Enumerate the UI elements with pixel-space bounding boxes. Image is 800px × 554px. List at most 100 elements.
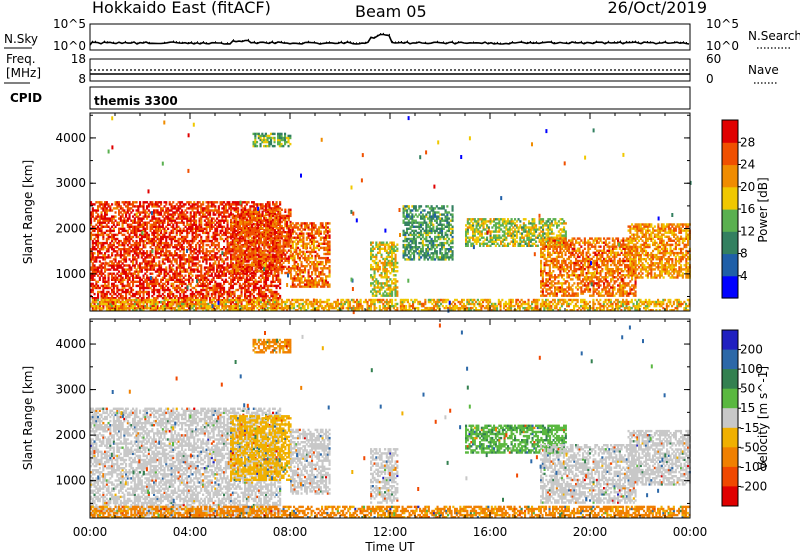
data-cell (294, 237, 296, 239)
data-cell (374, 280, 376, 282)
data-cell (227, 262, 229, 264)
data-cell (179, 277, 181, 279)
data-cell (160, 295, 162, 297)
data-cell (209, 262, 211, 264)
data-cell (139, 213, 141, 215)
data-cell (193, 240, 195, 242)
data-cell (122, 207, 124, 209)
data-cell (108, 277, 110, 279)
data-cell (311, 261, 313, 263)
data-cell (125, 230, 127, 232)
data-cell (274, 145, 276, 147)
data-cell (153, 256, 155, 258)
data-cell (206, 215, 208, 217)
data-cell (270, 141, 272, 143)
data-cell (322, 261, 324, 263)
data-cell (160, 213, 162, 215)
data-cell (313, 243, 315, 245)
data-cell (139, 277, 141, 279)
data-cell (377, 280, 379, 282)
data-cell (108, 254, 110, 256)
data-cell (139, 238, 141, 240)
data-cell (104, 246, 106, 248)
data-cell (97, 226, 99, 228)
data-cell (197, 201, 199, 203)
data-cell (220, 201, 222, 203)
data-cell (288, 145, 290, 147)
data-cell (118, 228, 120, 230)
data-cell (130, 266, 132, 268)
data-cell (209, 201, 211, 203)
data-cell (372, 266, 374, 268)
data-cell (311, 222, 313, 224)
data-cell (374, 260, 376, 262)
data-cell (160, 226, 162, 228)
data-cell (241, 227, 243, 229)
data-cell (289, 135, 291, 137)
data-cell (230, 287, 232, 289)
data-cell (193, 203, 195, 205)
data-cell (269, 275, 271, 277)
data-cell (269, 233, 271, 235)
data-cell (104, 256, 106, 258)
data-cell (276, 217, 278, 219)
data-cell (329, 273, 331, 275)
data-cell (183, 246, 185, 248)
data-cell (322, 279, 324, 281)
data-cell (125, 277, 127, 279)
data-cell (150, 230, 152, 232)
data-cell (246, 203, 248, 205)
data-cell (122, 213, 124, 215)
data-cell (101, 273, 103, 275)
data-cell (179, 293, 181, 295)
data-cell (169, 275, 171, 277)
data-cell (234, 201, 236, 203)
data-cell (197, 242, 199, 244)
data-cell (104, 252, 106, 254)
data-cell (265, 213, 267, 215)
data-cell (118, 230, 120, 232)
data-cell (309, 267, 311, 269)
data-cell (286, 227, 288, 229)
data-cell (183, 289, 185, 291)
data-cell (281, 270, 283, 272)
data-cell (143, 246, 145, 248)
data-cell (160, 285, 162, 287)
data-cell (118, 209, 120, 211)
data-cell (115, 275, 117, 277)
data-cell (311, 255, 313, 257)
data-cell (260, 217, 262, 219)
data-cell (304, 253, 306, 255)
data-cell (263, 135, 265, 137)
data-cell (290, 229, 292, 231)
data-cell (169, 203, 171, 205)
data-cell (230, 283, 232, 285)
data-cell (381, 272, 383, 274)
data-cell (286, 260, 288, 262)
data-cell (179, 203, 181, 205)
data-cell (136, 226, 138, 228)
data-cell (94, 287, 96, 289)
data-cell (129, 236, 131, 238)
data-cell (276, 262, 278, 264)
data-cell (118, 240, 120, 242)
data-cell (262, 258, 264, 260)
data-cell (106, 213, 108, 215)
data-cell (115, 264, 117, 266)
data-cell (183, 211, 185, 213)
data-cell (294, 224, 296, 226)
data-cell (279, 213, 281, 215)
data-cell (223, 283, 225, 285)
data-cell (169, 289, 171, 291)
data-cell (239, 254, 241, 256)
data-cell (160, 203, 162, 205)
data-cell (288, 260, 290, 262)
data-cell (115, 203, 117, 205)
data-cell (220, 230, 222, 232)
data-cell (172, 277, 174, 279)
data-cell (183, 293, 185, 295)
data-cell (297, 237, 299, 239)
data-cell (172, 256, 174, 258)
data-cell (125, 273, 127, 275)
data-cell (304, 267, 306, 269)
